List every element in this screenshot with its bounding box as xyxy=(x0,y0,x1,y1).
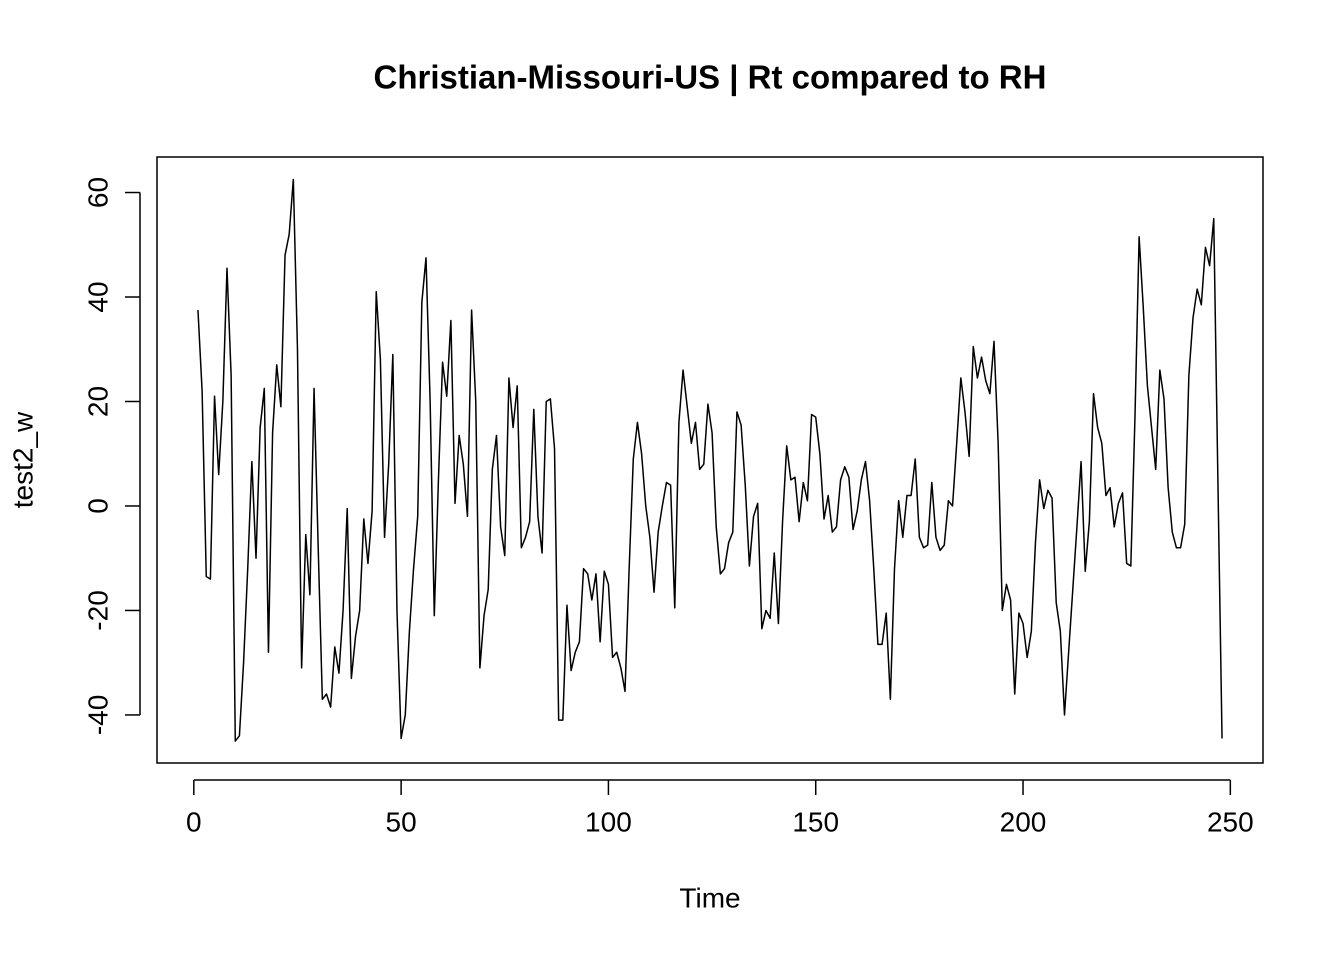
y-tick-label: 40 xyxy=(82,281,113,312)
y-tick-label: 0 xyxy=(82,498,113,514)
data-line xyxy=(197,178,1223,742)
y-tick-label: 60 xyxy=(82,177,113,208)
x-tick-label: 0 xyxy=(186,806,202,837)
x-tick-label: 200 xyxy=(1000,806,1047,837)
x-tick-label: 50 xyxy=(386,806,417,837)
x-axis-label: Time xyxy=(679,882,740,913)
y-tick-label: -40 xyxy=(82,695,113,735)
y-tick-label: 20 xyxy=(82,386,113,417)
x-tick-label: 100 xyxy=(585,806,632,837)
x-tick-label: 250 xyxy=(1207,806,1254,837)
y-tick-label: -20 xyxy=(82,590,113,630)
x-tick-label: 150 xyxy=(792,806,839,837)
y-axis-label: test2_w xyxy=(7,411,38,508)
plot-frame xyxy=(156,156,1264,764)
chart-title: Christian-Missouri-US | Rt compared to R… xyxy=(374,59,1047,96)
